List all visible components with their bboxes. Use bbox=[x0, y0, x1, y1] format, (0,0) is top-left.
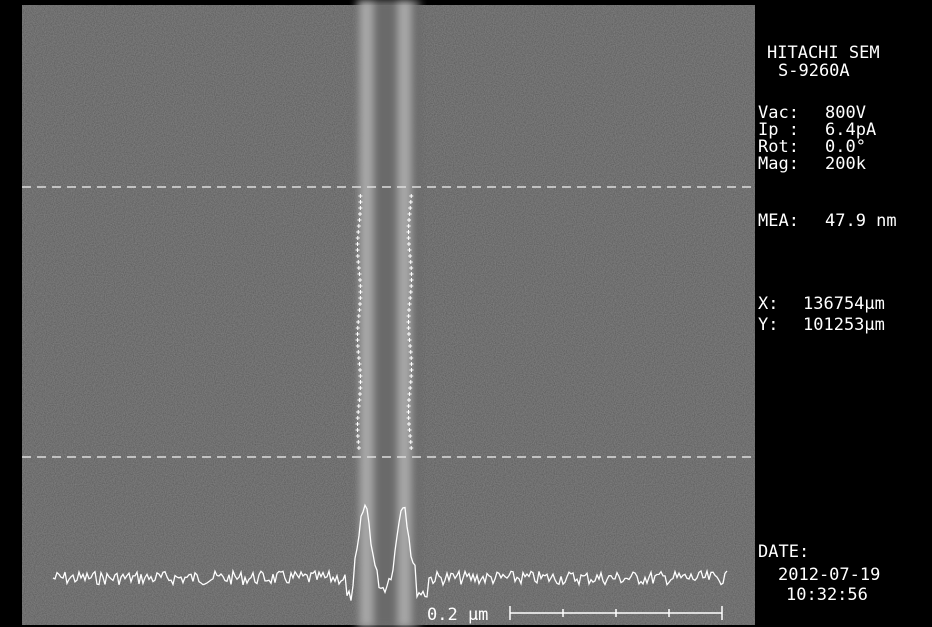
stage-value: 101253µm bbox=[803, 315, 885, 335]
instrument-name: HITACHI SEM bbox=[767, 43, 880, 63]
line-feature bbox=[356, 0, 420, 627]
date-label: DATE: bbox=[758, 542, 809, 562]
instrument-model: S-9260A bbox=[778, 61, 850, 81]
page: 0.2 µm HITACHI SEM S-9260A Vac:800VIp :6… bbox=[0, 0, 932, 627]
condition-value: 200k bbox=[825, 154, 866, 174]
measurement-label: MEA: bbox=[758, 211, 799, 231]
condition-label: Mag: bbox=[758, 154, 799, 174]
stage-label: Y: bbox=[758, 315, 778, 335]
stage-value: 136754µm bbox=[803, 294, 885, 314]
sem-screen: 0.2 µm HITACHI SEM S-9260A Vac:800VIp :6… bbox=[0, 0, 932, 627]
measurement-value: 47.9 nm bbox=[825, 211, 897, 231]
time-value: 10:32:56 bbox=[786, 585, 868, 605]
sem-image: 0.2 µm bbox=[22, 0, 755, 627]
scale-label: 0.2 µm bbox=[427, 605, 488, 625]
date-value: 2012-07-19 bbox=[778, 565, 880, 585]
stage-label: X: bbox=[758, 294, 778, 314]
